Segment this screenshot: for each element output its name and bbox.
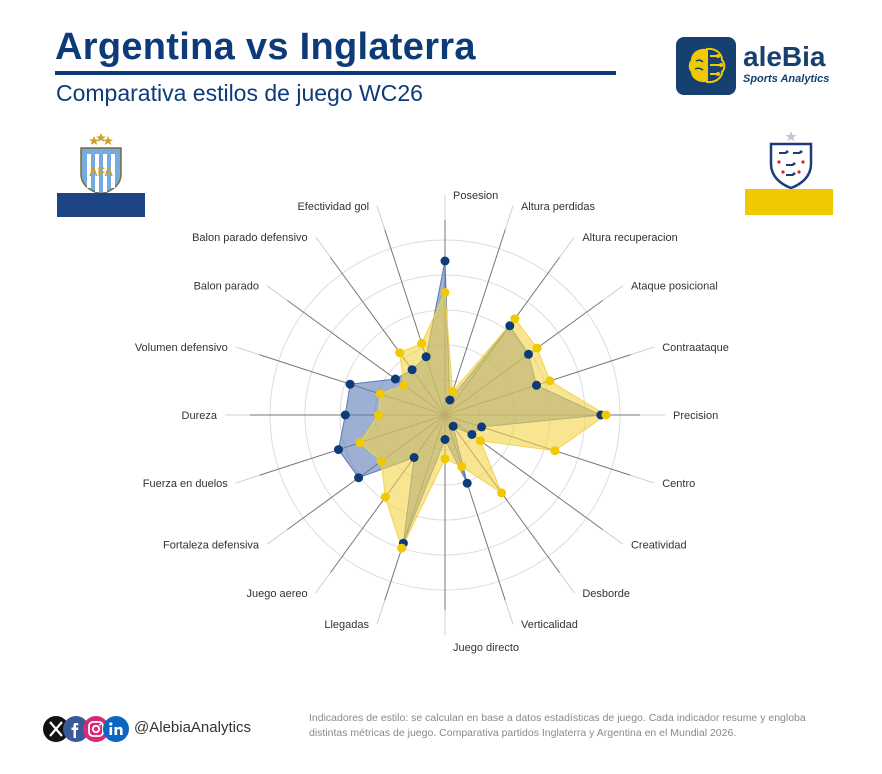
england-point	[355, 438, 365, 448]
label-leader	[376, 600, 386, 625]
argentina-point	[390, 374, 400, 384]
brand-tagline: Sports Analytics	[743, 73, 830, 85]
label-leader	[266, 285, 288, 301]
argentina-point	[345, 379, 355, 389]
axis-label: Verticalidad	[521, 619, 578, 631]
england-point	[545, 376, 555, 386]
argentina-point	[467, 430, 477, 439]
england-point	[376, 456, 386, 466]
axis-spoke	[444, 229, 506, 416]
argentina-point	[340, 410, 350, 420]
axis-label: Ataque posicional	[631, 281, 718, 293]
axis-label: Juego directo	[453, 642, 519, 654]
england-point	[397, 543, 407, 553]
england-point	[510, 314, 520, 324]
england-point	[395, 348, 405, 358]
axis-label: Altura recuperacion	[582, 232, 677, 244]
argentina-point	[462, 478, 472, 488]
axis-label: Llegadas	[324, 619, 369, 631]
brand-logo: aleBia Sports Analytics	[676, 37, 856, 97]
axis-label: Posesion	[453, 190, 498, 202]
label-leader	[235, 474, 260, 484]
england-crest-icon	[745, 128, 833, 216]
argentina-point	[532, 380, 541, 390]
crest-text: AFA	[89, 165, 113, 179]
england-point	[374, 410, 383, 420]
page-title: Argentina vs Inglaterra	[55, 26, 476, 68]
x-icon[interactable]	[43, 716, 69, 742]
argentina-point	[524, 349, 533, 359]
label-leader	[504, 600, 514, 625]
axis-label: Fuerza en duelos	[143, 478, 228, 490]
argentina-point	[440, 256, 450, 266]
label-leader	[376, 205, 386, 230]
title-underline	[55, 71, 616, 75]
brain-icon	[676, 37, 736, 95]
axis-label: Dureza	[182, 410, 218, 422]
label-leader	[315, 572, 331, 594]
argentina-point	[421, 352, 431, 362]
england-point	[417, 338, 427, 348]
axis-label: Precision	[673, 410, 718, 422]
label-leader	[235, 346, 260, 356]
argentina-crest-icon: AFA	[57, 130, 145, 218]
axis-label: Altura perdidas	[521, 201, 595, 213]
england-point	[448, 387, 458, 397]
axis-label: Efectividad gol	[297, 201, 369, 213]
argentina-point	[407, 365, 417, 375]
label-leader	[559, 572, 575, 594]
axis-label: Balon parado	[194, 281, 259, 293]
england-point	[375, 389, 385, 399]
argentina-point	[440, 435, 450, 444]
label-leader	[559, 236, 575, 258]
axis-label: Juego aereo	[247, 588, 308, 600]
axis-label: Centro	[662, 478, 695, 490]
argentina-point	[477, 422, 487, 432]
facebook-icon[interactable]	[63, 716, 89, 742]
argentina-point	[354, 473, 364, 483]
axis-label: Volumen defensivo	[135, 342, 228, 354]
argentina-point	[409, 453, 419, 462]
footnote: Indicadores de estilo: se calculan en ba…	[309, 712, 806, 739]
label-leader	[504, 205, 514, 230]
england-point	[475, 436, 485, 446]
argentina-color-bar	[57, 193, 145, 217]
england-point	[601, 410, 611, 420]
axis-label: Balon parado defensivo	[192, 232, 308, 244]
england-point	[457, 462, 467, 472]
label-leader	[630, 474, 655, 484]
england-point	[550, 446, 560, 456]
england-point	[440, 454, 450, 464]
linkedin-icon[interactable]	[103, 716, 129, 742]
england-point	[440, 288, 450, 297]
england-color-bar	[745, 189, 833, 215]
label-leader	[315, 236, 331, 258]
england-point	[380, 492, 390, 502]
brand-name: aleBia	[743, 41, 826, 72]
england-point	[399, 380, 409, 390]
axis-label: Desborde	[582, 588, 630, 600]
label-leader	[602, 529, 624, 545]
england-series-area	[359, 290, 607, 550]
england-point	[497, 488, 507, 498]
label-leader	[630, 346, 655, 356]
page-subtitle: Comparativa estilos de juego WC26	[56, 80, 423, 106]
axis-label: Contraataque	[662, 342, 729, 354]
label-leader	[602, 285, 624, 301]
label-leader	[266, 529, 288, 545]
england-point	[532, 343, 542, 353]
argentina-point	[505, 321, 515, 331]
social-handle[interactable]: @AlebiaAnalytics	[134, 719, 251, 736]
axis-label: Fortaleza defensiva	[163, 539, 260, 551]
argentina-point	[448, 421, 458, 431]
argentina-point	[445, 395, 455, 405]
axis-label: Creatividad	[631, 539, 687, 551]
argentina-point	[334, 445, 343, 455]
social-icons	[42, 714, 130, 744]
